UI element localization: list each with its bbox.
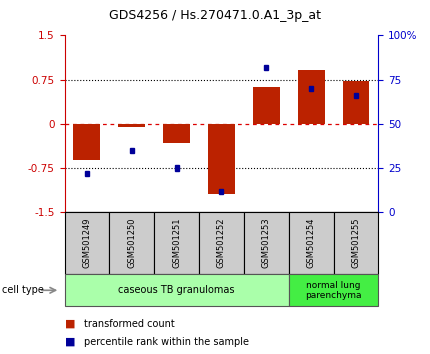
Bar <box>64 212 109 274</box>
Bar <box>109 212 154 274</box>
Bar <box>334 212 378 274</box>
Text: caseous TB granulomas: caseous TB granulomas <box>118 285 235 295</box>
Bar <box>74 124 100 160</box>
Text: GSM501252: GSM501252 <box>217 217 226 268</box>
Bar <box>130 148 134 153</box>
Bar <box>163 124 190 143</box>
Bar <box>64 274 289 306</box>
Bar <box>289 274 378 306</box>
Text: GSM501254: GSM501254 <box>307 217 316 268</box>
Text: GSM501249: GSM501249 <box>83 217 92 268</box>
Bar <box>199 212 244 274</box>
Bar <box>219 188 224 194</box>
Bar <box>244 212 289 274</box>
Bar <box>264 64 268 70</box>
Bar <box>154 212 199 274</box>
Bar <box>118 124 145 127</box>
Bar <box>354 93 358 98</box>
Text: GSM501251: GSM501251 <box>172 217 181 268</box>
Text: ■: ■ <box>64 319 75 329</box>
Text: GSM501250: GSM501250 <box>127 217 136 268</box>
Bar <box>175 165 178 171</box>
Bar <box>343 81 369 124</box>
Text: normal lung
parenchyma: normal lung parenchyma <box>305 281 362 300</box>
Bar <box>208 124 235 194</box>
Text: cell type: cell type <box>2 285 44 295</box>
Text: GSM501253: GSM501253 <box>262 217 271 268</box>
Text: percentile rank within the sample: percentile rank within the sample <box>84 337 249 347</box>
Bar <box>85 171 89 176</box>
Bar <box>298 70 325 124</box>
Text: GDS4256 / Hs.270471.0.A1_3p_at: GDS4256 / Hs.270471.0.A1_3p_at <box>109 9 321 22</box>
Bar <box>253 87 280 124</box>
Bar <box>309 86 313 91</box>
Bar <box>289 212 334 274</box>
Text: GSM501255: GSM501255 <box>351 217 360 268</box>
Text: ■: ■ <box>64 337 75 347</box>
Text: transformed count: transformed count <box>84 319 175 329</box>
